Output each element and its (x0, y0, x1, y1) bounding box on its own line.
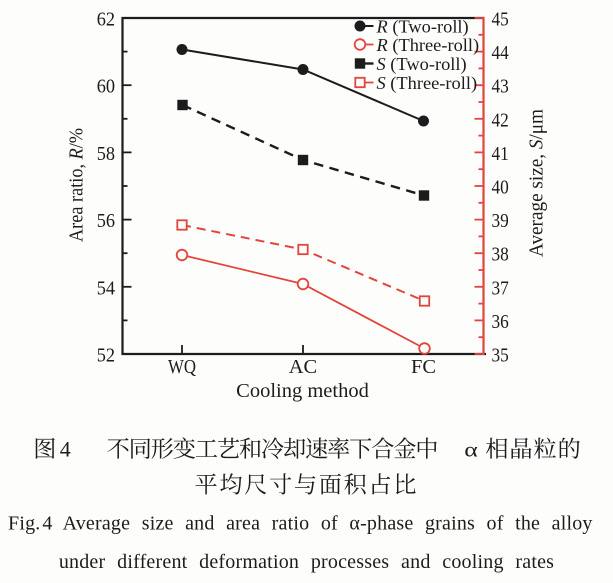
svg-text:S (Three-roll): S (Three-roll) (377, 73, 478, 94)
svg-text:39: 39 (492, 210, 509, 232)
svg-text:52: 52 (97, 345, 115, 367)
svg-text:60: 60 (97, 76, 115, 98)
svg-text:35: 35 (492, 345, 509, 367)
svg-text:40: 40 (492, 177, 509, 199)
svg-text:56: 56 (97, 210, 115, 232)
svg-text:R (Two-roll): R (Two-roll) (376, 17, 469, 38)
svg-text:43: 43 (492, 76, 509, 98)
svg-text:38: 38 (492, 244, 509, 266)
svg-text:WQ: WQ (168, 356, 196, 378)
svg-text:Average size, S/μm: Average size, S/μm (525, 109, 547, 257)
svg-text:36: 36 (492, 311, 509, 333)
svg-text:Cooling method: Cooling method (236, 380, 369, 402)
svg-text:45: 45 (492, 9, 509, 31)
svg-text:42: 42 (492, 109, 509, 131)
svg-text:58: 58 (97, 143, 115, 165)
svg-text:4: 4 (60, 436, 71, 461)
svg-text:R (Three-roll): R (Three-roll) (376, 35, 480, 56)
svg-text:S (Two-roll): S (Two-roll) (377, 54, 467, 75)
svg-text:AC: AC (289, 356, 317, 378)
svg-text:under different deformation pr: under different deformation processes an… (59, 551, 554, 573)
svg-text:41: 41 (492, 143, 509, 165)
svg-text:62: 62 (97, 9, 115, 31)
svg-text:44: 44 (492, 42, 509, 64)
svg-text:Area ratio, R/%: Area ratio, R/% (66, 128, 88, 242)
svg-text:54: 54 (97, 277, 115, 299)
svg-text:37: 37 (492, 277, 509, 299)
svg-text:FC: FC (411, 356, 436, 378)
svg-text:α: α (464, 437, 478, 461)
